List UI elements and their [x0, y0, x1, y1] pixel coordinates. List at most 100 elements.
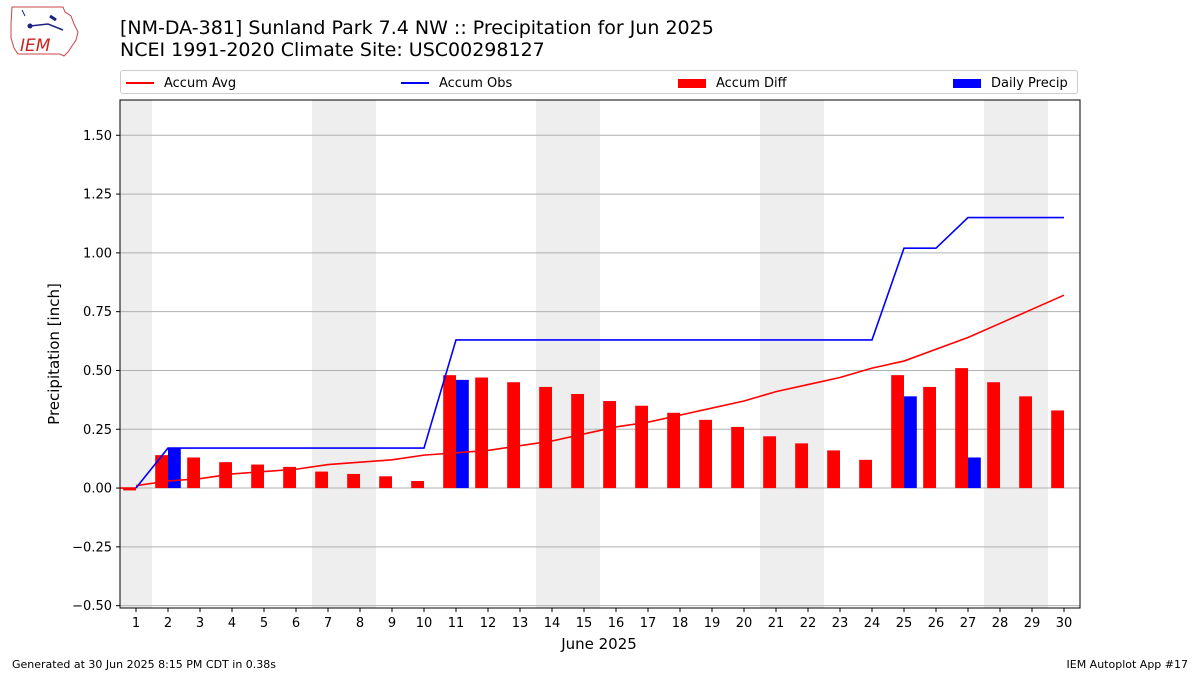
legend-label: Accum Obs: [439, 75, 513, 91]
chart-legend: Accum Avg Accum Obs Accum Diff Daily Pre…: [120, 70, 1078, 94]
x-tick-label: 7: [324, 616, 332, 631]
plot-frame: [119, 99, 1081, 609]
x-tick-label: 16: [608, 616, 625, 631]
daily-precip-bar: [968, 457, 981, 489]
legend-swatch-accum-avg: [126, 82, 154, 84]
accum-diff-bar: [699, 419, 712, 489]
y-tick-label: 0.75: [83, 305, 112, 320]
weekend-shade-28: [984, 100, 1016, 608]
accum-diff-bar: [795, 443, 808, 489]
legend-label: Accum Avg: [164, 75, 237, 91]
accum-diff-bar: [603, 401, 616, 489]
svg-text:IEM: IEM: [20, 36, 51, 56]
lines: [120, 216, 1065, 489]
x-tick-label: 5: [260, 616, 268, 631]
weekend-shade-15: [568, 100, 600, 608]
accum-diff-bar: [667, 412, 680, 489]
y-tick-label: 1.00: [83, 246, 112, 261]
weekend-shade-1: [120, 100, 152, 608]
chart-subtitle: NCEI 1991-2020 Climate Site: USC00298127: [120, 39, 545, 61]
x-tick-label: 28: [992, 616, 1009, 631]
x-tick-label: 11: [448, 616, 465, 631]
accum-diff-bar: [283, 466, 296, 489]
accum-diff-bar: [635, 405, 648, 489]
x-tick-label: 4: [228, 616, 236, 631]
accum-diff-bar: [315, 471, 328, 489]
x-tick-label: 13: [512, 616, 529, 631]
footer-generated: Generated at 30 Jun 2025 8:15 PM CDT in …: [12, 658, 277, 671]
y-tick-label: 0.00: [83, 482, 112, 497]
accum-diff-bar: [1019, 396, 1032, 489]
x-tick-label: 9: [388, 616, 396, 631]
accum-diff-bar: [1051, 410, 1064, 489]
x-tick-label: 26: [928, 616, 945, 631]
x-tick-label: 19: [704, 616, 721, 631]
accum-diff-bar: [507, 382, 520, 489]
accum-diff-bar: [411, 481, 424, 489]
legend-item-accum-diff: Accum Diff: [678, 74, 787, 92]
legend-label: Accum Diff: [716, 75, 787, 91]
accum-diff-bar: [859, 459, 872, 489]
legend-swatch-daily-precip: [953, 78, 981, 88]
x-tick-label: 10: [416, 616, 433, 631]
accum-diff-bar: [187, 457, 200, 489]
accum-diff-bar: [891, 375, 904, 489]
weekend-shade-7: [312, 100, 344, 608]
accum-obs-line: [135, 216, 1064, 489]
weekend-shade-14: [536, 100, 568, 608]
x-tick-label: 29: [1024, 616, 1041, 631]
y-tick-label: 0.50: [83, 364, 112, 379]
x-tick-label: 27: [960, 616, 977, 631]
chart-title: [NM-DA-381] Sunland Park 7.4 NW :: Preci…: [120, 17, 714, 39]
x-tick-label: 15: [576, 616, 593, 631]
x-axis-label: June 2025: [560, 635, 637, 653]
x-tick-label: 12: [480, 616, 497, 631]
accum-diff-bar: [827, 450, 840, 489]
y-tick-label: 0.25: [83, 423, 112, 438]
accum-diff-bar: [955, 368, 968, 489]
accum-diff-bar: [123, 488, 136, 491]
daily-precip-bar: [456, 379, 469, 489]
daily-precip-bar: [904, 396, 917, 489]
weekend-shade-22: [792, 100, 824, 608]
y-axis-label: Precipitation [inch]: [45, 283, 63, 425]
iem-logo: IEM: [10, 6, 79, 57]
x-tick-label: 25: [896, 616, 913, 631]
x-tick-label: 24: [864, 616, 881, 631]
accum-diff-bar: [251, 464, 264, 489]
x-tick-label: 3: [196, 616, 204, 631]
accum-diff-bar: [347, 473, 360, 489]
x-tick-label: 21: [768, 616, 785, 631]
x-tick-label: 8: [356, 616, 364, 631]
axes: −0.50−0.250.000.250.500.751.001.251.501 2…: [72, 99, 1081, 631]
weekend-shade-8: [344, 100, 376, 608]
accum-diff-bar: [571, 393, 584, 489]
legend-swatch-accum-diff: [678, 78, 706, 88]
accum-diff-bar: [475, 377, 488, 489]
weekend-shading: [120, 100, 1048, 608]
accum-avg-line: [135, 294, 1065, 487]
y-tick-label: 1.50: [83, 129, 112, 144]
gridlines: [120, 134, 1080, 607]
legend-item-accum-avg: Accum Avg: [126, 74, 236, 92]
daily-precip-bar: [168, 448, 181, 489]
x-tick-label: 17: [640, 616, 657, 631]
y-tick-label: 1.25: [83, 188, 112, 203]
y-tick-label: −0.50: [72, 599, 112, 614]
x-tick-label: 2: [164, 616, 172, 631]
footer-app: IEM Autoplot App #17: [1066, 658, 1189, 671]
weekend-shade-29: [1016, 100, 1048, 608]
accum-diff-bar: [987, 382, 1000, 489]
x-tick-label: 6: [292, 616, 300, 631]
x-tick-label: 1: [132, 616, 140, 631]
x-tick-label: 30: [1056, 616, 1073, 631]
legend-item-daily-precip: Daily Precip: [953, 74, 1068, 92]
x-tick-label: 23: [832, 616, 849, 631]
x-tick-label: 18: [672, 616, 689, 631]
x-tick-label: 22: [800, 616, 817, 631]
accum-diff-bar: [539, 386, 552, 489]
accum-diff-bar: [763, 436, 776, 489]
bars: [123, 368, 1064, 491]
accum-diff-bar: [731, 426, 744, 489]
